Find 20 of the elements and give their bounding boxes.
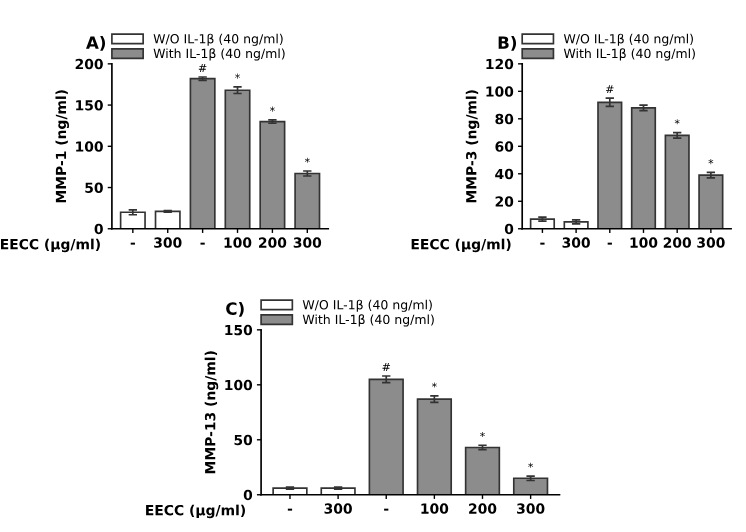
bar (698, 174, 724, 229)
bar (259, 120, 286, 229)
bar (119, 211, 146, 229)
bar (529, 218, 556, 229)
bar (154, 210, 181, 229)
bar (224, 89, 251, 229)
chart-title: C) (226, 302, 244, 317)
bar (189, 77, 216, 229)
bar (416, 398, 453, 495)
bar (464, 446, 501, 495)
bar (368, 378, 404, 495)
bar (320, 487, 356, 495)
bar (664, 134, 690, 229)
bar (512, 477, 549, 495)
chart-title: A) (86, 36, 106, 51)
bar (294, 172, 321, 229)
bar (630, 106, 657, 229)
bar (597, 101, 623, 229)
chart-title: B) (498, 36, 517, 51)
bar (272, 487, 308, 495)
